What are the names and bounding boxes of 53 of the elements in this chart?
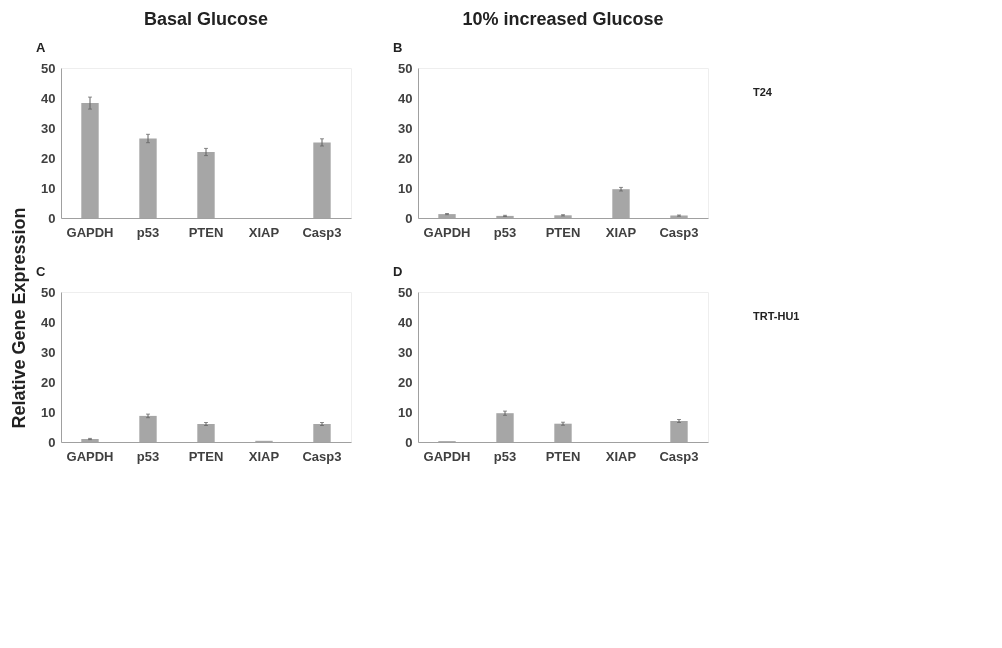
y-tick-label: 10 (41, 180, 56, 196)
x-tick-label: PTEN (188, 224, 224, 240)
text: T24 (753, 86, 773, 98)
x-tick-label: PTEN (545, 448, 581, 464)
x-tick-label: XIAP (605, 448, 637, 464)
y-tick-label: 0 (405, 434, 413, 450)
x-tick-label: p53 (136, 224, 160, 240)
x-tick-label: XIAP (248, 224, 280, 240)
y-tick-label: 30 (41, 120, 56, 136)
x-tick-label: Casp3 (302, 448, 342, 464)
y-tick-label: 50 (398, 284, 413, 300)
y-tick-label: 10 (398, 404, 413, 420)
y-tick-label: 20 (398, 374, 413, 390)
y-tick-label: 20 (41, 374, 56, 390)
chart-subtitle: Basal Glucose (143, 9, 269, 29)
y-tick-label: 50 (41, 284, 56, 300)
chart-subtitle: 10% increased Glucose (462, 9, 664, 29)
x-tick-label: GAPDH (66, 448, 114, 464)
y-tick-label: 50 (398, 60, 413, 76)
y-tick-label: 40 (398, 314, 413, 330)
y-tick-label: 10 (398, 180, 413, 196)
y-tick-label: 0 (405, 210, 413, 226)
y-tick-label: 0 (48, 210, 56, 226)
y-tick-label: 0 (48, 434, 56, 450)
x-tick-label: p53 (493, 448, 517, 464)
x-tick-label: GAPDH (423, 224, 471, 240)
y-axis-title: Relative Gene Expression (9, 207, 29, 429)
chart-title: D (393, 264, 403, 279)
x-tick-label: Casp3 (659, 224, 699, 240)
x-tick-label: XIAP (248, 448, 280, 464)
y-tick-label: 30 (398, 344, 413, 360)
chart-title: A (36, 40, 46, 55)
x-tick-label: PTEN (545, 224, 581, 240)
x-tick-label: Casp3 (659, 448, 699, 464)
y-tick-label: 20 (398, 150, 413, 166)
chart-title: C (36, 264, 46, 279)
y-tick-label: 30 (41, 344, 56, 360)
text: TRT-HU1 (753, 310, 800, 322)
x-tick-label: GAPDH (66, 224, 114, 240)
x-tick-label: PTEN (188, 448, 224, 464)
y-tick-label: 40 (41, 314, 56, 330)
y-tick-label: 30 (398, 120, 413, 136)
y-tick-label: 50 (41, 60, 56, 76)
x-tick-label: p53 (136, 448, 160, 464)
x-tick-label: XIAP (605, 224, 637, 240)
x-tick-label: Casp3 (302, 224, 342, 240)
x-tick-label: p53 (493, 224, 517, 240)
y-tick-label: 40 (41, 90, 56, 106)
chart-title: B (393, 40, 403, 55)
y-tick-label: 40 (398, 90, 413, 106)
y-tick-label: 20 (41, 150, 56, 166)
x-tick-label: GAPDH (423, 448, 471, 464)
y-tick-label: 10 (41, 404, 56, 420)
